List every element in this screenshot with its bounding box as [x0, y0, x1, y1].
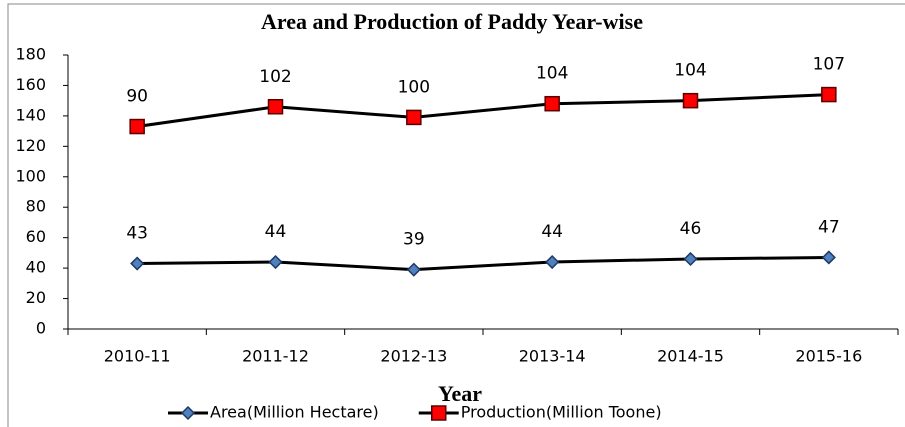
marker — [130, 256, 145, 271]
data-label: 43 — [126, 224, 148, 244]
data-label: 44 — [265, 222, 287, 242]
marker — [544, 95, 560, 112]
y-tick-label: 40 — [26, 258, 46, 277]
y-tick-label: 140 — [15, 105, 46, 124]
series-line — [137, 255, 829, 272]
data-label: 90 — [126, 87, 148, 107]
x-axis-title: Year — [438, 381, 482, 406]
data-label: 46 — [680, 219, 702, 239]
y-tick-label: 120 — [15, 136, 46, 155]
x-tick-label: 2015-16 — [795, 347, 862, 366]
x-tick-label: 2013-14 — [519, 347, 586, 366]
data-label: 100 — [398, 77, 430, 97]
data-label: 44 — [541, 222, 563, 242]
data-label: 102 — [259, 67, 291, 87]
chart-title: Area and Production of Paddy Year-wise — [261, 9, 643, 34]
data-label: 39 — [403, 230, 425, 250]
y-tick-label: 160 — [15, 75, 46, 94]
legend-marker — [180, 405, 196, 421]
legend-marker — [430, 405, 447, 421]
data-label: 107 — [813, 55, 845, 75]
marker — [821, 86, 837, 103]
y-tick-label: 100 — [15, 166, 46, 185]
marker — [268, 254, 283, 270]
x-tick-label: 2014-15 — [657, 347, 724, 366]
marker — [545, 254, 560, 270]
y-tick-label: 0 — [36, 319, 46, 338]
x-tick-label: 2011-12 — [242, 347, 309, 366]
marker — [683, 251, 698, 267]
y-tick-label: 180 — [15, 45, 46, 64]
data-label: 47 — [818, 217, 840, 237]
marker — [821, 250, 836, 265]
y-tick-label: 20 — [26, 288, 46, 307]
y-tick-label: 60 — [26, 227, 46, 246]
marker — [406, 262, 421, 277]
series-line — [136, 93, 829, 129]
x-tick-label: 2012-13 — [380, 347, 447, 366]
legend-label: Area(Million Hectare) — [210, 403, 379, 422]
marker — [682, 92, 699, 109]
y-tick-label: 80 — [26, 197, 46, 216]
marker — [406, 109, 422, 126]
chart-frame — [7, 3, 905, 427]
legend-label: Production(Million Toone) — [461, 403, 662, 422]
x-tick-label: 2010-11 — [104, 347, 171, 366]
marker — [267, 99, 284, 115]
data-label: 104 — [536, 64, 568, 84]
data-label: 104 — [674, 61, 706, 81]
marker — [129, 118, 145, 135]
